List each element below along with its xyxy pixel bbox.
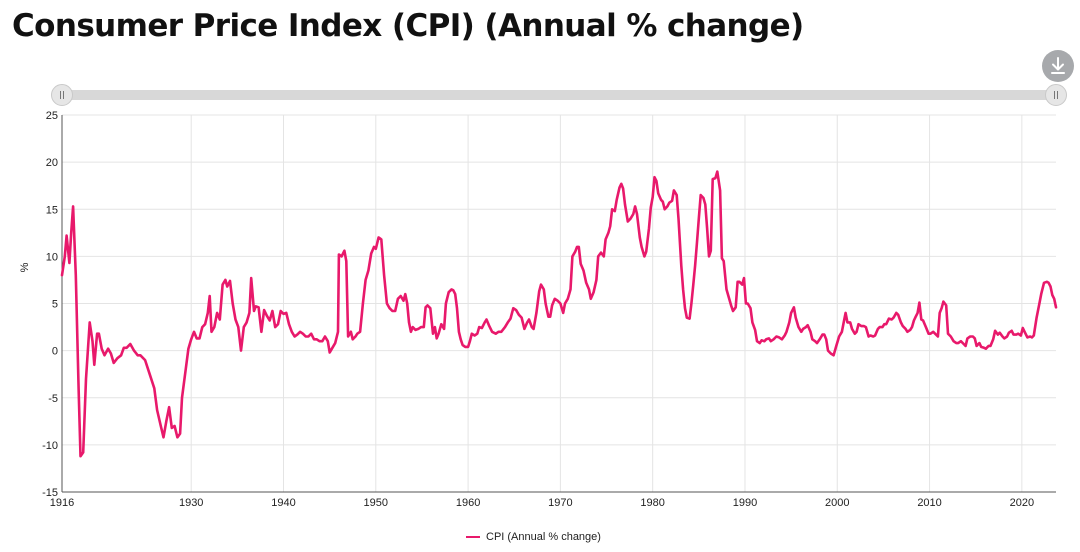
page-title: Consumer Price Index (CPI) (Annual % cha… [12,8,804,44]
chart-series-group [60,170,1058,458]
y-tick-label: -5 [48,393,58,405]
download-button[interactable] [1042,50,1074,82]
y-tick-label: 15 [46,204,58,216]
x-axis-ticks: 1916 1930 1940 1950 1960 1970 1980 1990 2000 2010… [50,497,1034,509]
y-axis-label: % [19,262,31,272]
download-icon [1051,57,1065,74]
y-axis-ticks: 25 20 15 10 5 0 -5 -10 -15 [42,110,58,499]
legend-label: CPI (Annual % change) [486,531,601,543]
y-tick-label: -15 [42,487,58,499]
x-tick-label: 1916 [50,497,74,509]
y-tick-label: 20 [46,157,58,169]
x-tick-label: 1930 [179,497,203,509]
y-tick-label: 5 [52,299,58,311]
y-tick-label: 25 [46,110,58,122]
range-slider-end-handle[interactable] [1045,84,1067,106]
x-tick-label: 1990 [733,497,757,509]
y-tick-label: 10 [46,251,58,263]
y-tick-label: 0 [52,346,58,358]
range-slider-track[interactable] [62,90,1056,100]
series-line[interactable] [60,170,1058,458]
chart-grid [61,114,1056,493]
x-tick-label: 1960 [456,497,480,509]
x-tick-label: 2010 [917,497,941,509]
x-tick-label: 1980 [640,497,664,509]
x-tick-label: 2000 [825,497,849,509]
x-tick-label: 2020 [1010,497,1034,509]
legend-swatch [466,536,480,538]
x-tick-label: 1970 [548,497,572,509]
chart-legend[interactable]: CPI (Annual % change) [466,531,601,543]
x-tick-label: 1940 [271,497,295,509]
y-tick-label: -10 [42,440,58,452]
range-slider-start-handle[interactable] [51,84,73,106]
x-tick-label: 1950 [364,497,388,509]
